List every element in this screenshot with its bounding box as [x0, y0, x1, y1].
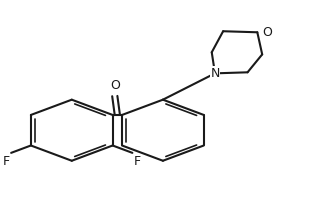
Text: O: O: [110, 79, 120, 92]
Text: O: O: [262, 26, 272, 39]
Text: N: N: [210, 67, 220, 80]
Text: F: F: [134, 155, 141, 168]
Text: F: F: [2, 155, 10, 168]
